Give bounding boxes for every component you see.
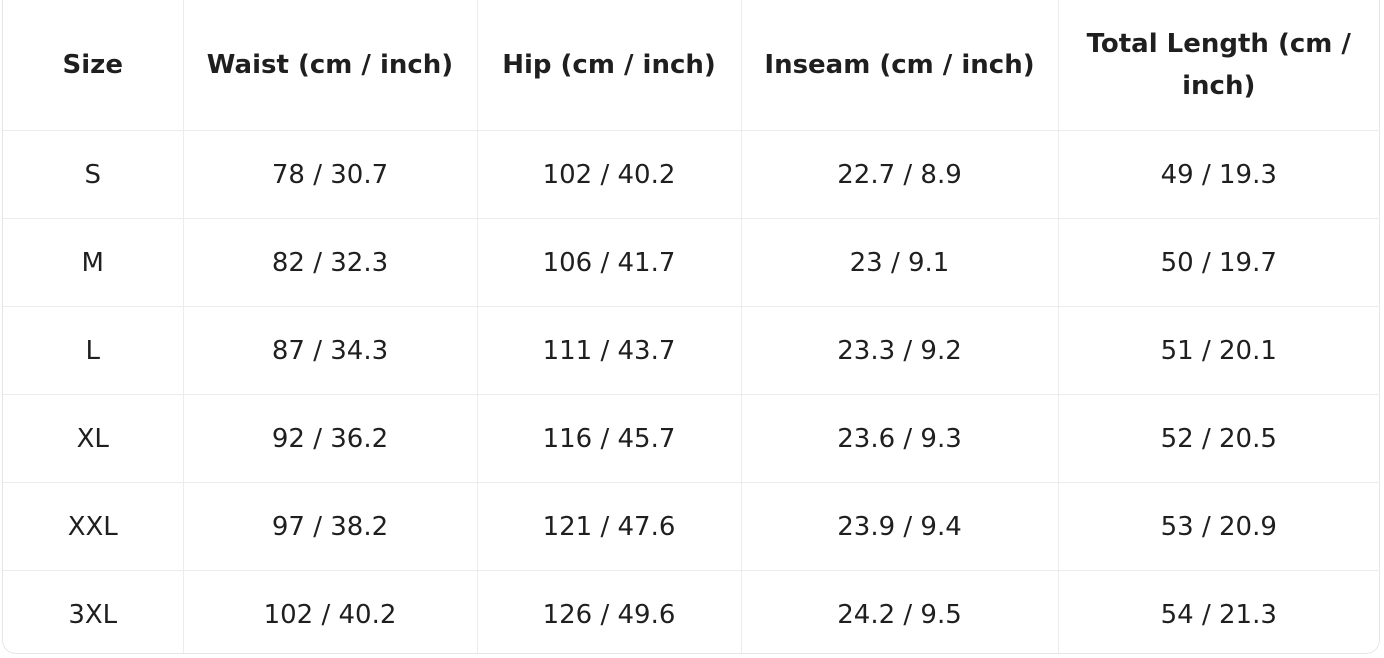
table-row: M 82 / 32.3 106 / 41.7 23 / 9.1 50 / 19.7: [3, 218, 1379, 307]
measurement-cell: 121 / 47.6: [477, 482, 742, 571]
column-header: Waist (cm / inch): [183, 0, 478, 131]
size-cell: 3XL: [3, 570, 184, 653]
column-header: Hip (cm / inch): [477, 0, 742, 131]
measurement-cell: 53 / 20.9: [1058, 482, 1379, 571]
measurement-cell: 126 / 49.6: [477, 570, 742, 653]
table-row: 3XL 102 / 40.2 126 / 49.6 24.2 / 9.5 54 / 21…: [3, 570, 1379, 653]
measurement-cell: 106 / 41.7: [477, 218, 742, 307]
measurement-cell: 97 / 38.2: [183, 482, 478, 571]
measurement-cell: 50 / 19.7: [1058, 218, 1379, 307]
measurement-cell: 92 / 36.2: [183, 394, 478, 483]
measurement-cell: 78 / 30.7: [183, 130, 478, 219]
measurement-cell: 24.2 / 9.5: [741, 570, 1059, 653]
measurement-cell: 54 / 21.3: [1160, 599, 1277, 630]
size-cell: S: [3, 130, 184, 219]
table-row: L 87 / 34.3 111 / 43.7 23.3 / 9.2 51 / 20.1: [3, 306, 1379, 395]
table-row: S 78 / 30.7 102 / 40.2 22.7 / 8.9 49 / 19.3: [3, 130, 1379, 219]
table-body: S 78 / 30.7 102 / 40.2 22.7 / 8.9 49 / 19.3 M…: [3, 130, 1379, 653]
measurement-cell: 22.7 / 8.9: [741, 130, 1059, 219]
column-header: Total Length (cm / inch): [1058, 0, 1379, 131]
measurement-cell: 102 / 40.2: [477, 130, 742, 219]
size-cell: L: [3, 306, 184, 395]
measurement-cell: 102 / 40.2: [183, 570, 478, 653]
table-header: Size Waist (cm / inch) Hip (cm / inch) Inse…: [3, 0, 1379, 131]
table-row: XL 92 / 36.2 116 / 45.7 23.6 / 9.3 52 / 20.5: [3, 394, 1379, 483]
measurement-cell: 111 / 43.7: [477, 306, 742, 395]
measurement-cell: 116 / 45.7: [477, 394, 742, 483]
measurement-cell: 82 / 32.3: [183, 218, 478, 307]
measurement-cell: 52 / 20.5: [1058, 394, 1379, 483]
column-header: Inseam (cm / inch): [741, 0, 1059, 131]
measurement-cell: 23.3 / 9.2: [741, 306, 1059, 395]
column-header: Size: [3, 0, 184, 131]
measurement-cell: 51 / 20.1: [1058, 306, 1379, 395]
size-cell: XXL: [3, 482, 184, 571]
size-cell: XL: [3, 394, 184, 483]
measurement-cell: 23.6 / 9.3: [741, 394, 1059, 483]
measurement-cell: 49 / 19.3: [1058, 130, 1379, 219]
measurement-cell: 23 / 9.1: [741, 218, 1059, 307]
measurement-cell: 87 / 34.3: [183, 306, 478, 395]
measurement-cell: 23.9 / 9.4: [741, 482, 1059, 571]
size-table: Size Waist (cm / inch) Hip (cm / inch) Inse…: [3, 0, 1379, 653]
table-row: XXL 97 / 38.2 121 / 47.6 23.9 / 9.4 53 / 20.…: [3, 482, 1379, 571]
size-cell: M: [3, 218, 184, 307]
header-row: Size Waist (cm / inch) Hip (cm / inch) Inse…: [3, 0, 1379, 131]
